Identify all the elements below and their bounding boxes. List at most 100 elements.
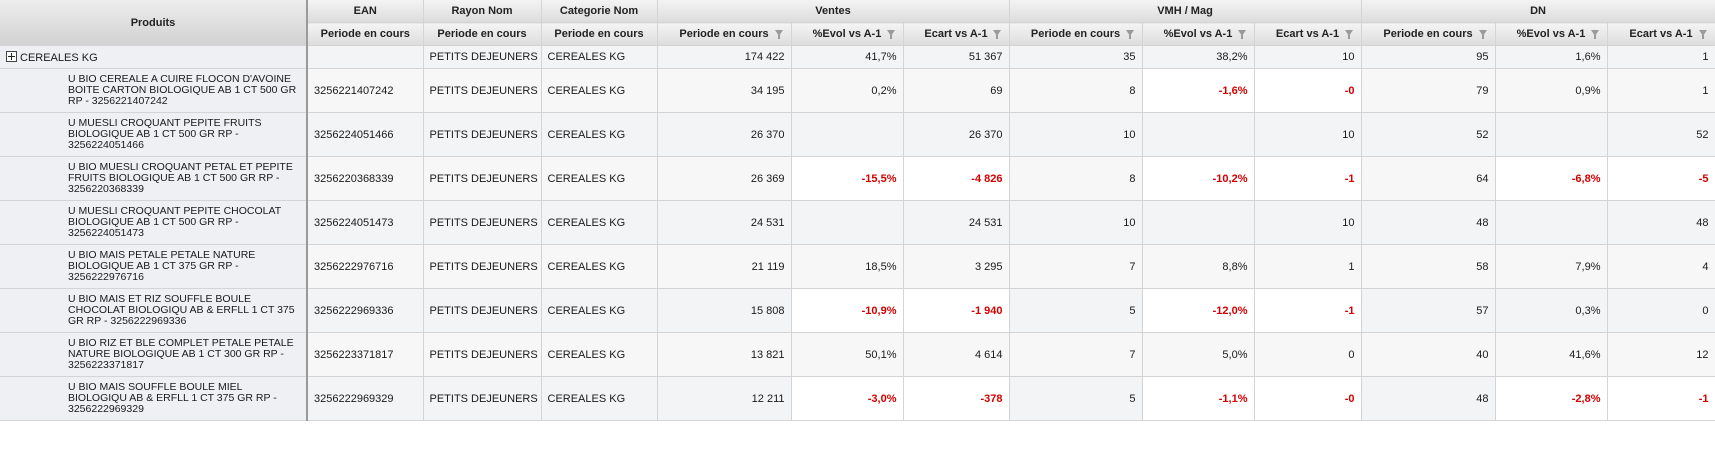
product-cell[interactable]: U BIO MAIS PETALE PETALE NATURE BIOLOGIQ… — [0, 244, 308, 289]
total-ventes-ecart-cell: 51 367 — [903, 45, 1010, 69]
ventes-evol-cell: 50,1% — [791, 332, 904, 377]
filter-icon[interactable] — [1344, 30, 1353, 39]
table-header: Produits EAN Rayon Nom Categorie Nom Ven… — [0, 0, 1715, 46]
vmh-periode-cell: 5 — [1009, 288, 1143, 333]
header-label: Periode en cours — [679, 28, 769, 40]
header-group-row: Produits EAN Rayon Nom Categorie Nom Ven… — [0, 0, 1715, 46]
vmh-ecart-cell: -0 — [1254, 68, 1362, 113]
ventes-evol-cell: -3,0% — [791, 376, 904, 421]
rayon-group-header: Rayon Nom — [423, 0, 542, 23]
total-categorie-cell: CEREALES KG — [541, 45, 658, 69]
header-label: %Evol vs A-1 — [1516, 28, 1586, 40]
vmh-ecart-cell: 0 — [1254, 332, 1362, 377]
vmh-evol-cell: -1,1% — [1142, 376, 1255, 421]
dn-periode-cell: 57 — [1361, 288, 1496, 333]
filter-icon[interactable] — [1698, 30, 1707, 39]
ventes-periode-cell: 34 195 — [657, 68, 792, 113]
rayon-cell: PETITS DEJEUNERS — [423, 288, 542, 333]
dn-evol-cell: -2,8% — [1495, 376, 1608, 421]
dn-group-header: DN — [1361, 0, 1715, 23]
dn-periode-cell: 64 — [1361, 156, 1496, 201]
categorie-cell: CEREALES KG — [541, 156, 658, 201]
rayon-cell: PETITS DEJEUNERS — [423, 332, 542, 377]
dn-evol-cell: 7,9% — [1495, 244, 1608, 289]
filter-icon[interactable] — [1125, 30, 1134, 39]
table-row: U BIO RIZ ET BLE COMPLET PETALE PETALE N… — [0, 332, 1715, 377]
filter-icon[interactable] — [774, 30, 783, 39]
vmh-periode-cell: 7 — [1009, 332, 1143, 377]
total-label-cell[interactable]: CEREALES KG — [0, 45, 308, 69]
filter-icon[interactable] — [1590, 30, 1599, 39]
ventes-periode-cell: 21 119 — [657, 244, 792, 289]
ean-cell: 3256222969336 — [307, 288, 424, 333]
vmh-ecart-cell: -1 — [1254, 288, 1362, 333]
table-body: CEREALES KG PETITS DEJEUNERS CEREALES KG… — [0, 45, 1715, 421]
dn-periode-cell: 48 — [1361, 376, 1496, 421]
ventes-ecart-cell: -1 940 — [903, 288, 1010, 333]
expand-plus-icon[interactable] — [6, 50, 17, 62]
dn-periode-cell: 52 — [1361, 112, 1496, 157]
filter-icon[interactable] — [992, 30, 1001, 39]
ventes-ecart-header[interactable]: Ecart vs A-1 — [903, 22, 1010, 46]
filter-icon[interactable] — [1237, 30, 1246, 39]
dn-periode-cell: 48 — [1361, 200, 1496, 245]
vmh-periode-cell: 7 — [1009, 244, 1143, 289]
ventes-periode-header[interactable]: Periode en cours — [657, 22, 792, 46]
ventes-evol-cell: -15,5% — [791, 156, 904, 201]
product-cell[interactable]: U MUESLI CROQUANT PEPITE FRUITS BIOLOGIQ… — [0, 112, 308, 157]
vmh-ecart-cell: -0 — [1254, 376, 1362, 421]
categorie-cell: CEREALES KG — [541, 112, 658, 157]
dn-periode-header[interactable]: Periode en cours — [1361, 22, 1496, 46]
vmh-evol-header[interactable]: %Evol vs A-1 — [1142, 22, 1255, 46]
filter-icon[interactable] — [886, 30, 895, 39]
total-dn-periode-cell: 95 — [1361, 45, 1496, 69]
vmh-periode-cell: 10 — [1009, 200, 1143, 245]
product-cell[interactable]: U BIO CEREALE A CUIRE FLOCON D'AVOINE BO… — [0, 68, 308, 113]
produits-header[interactable]: Produits — [0, 0, 308, 46]
dn-periode-cell: 40 — [1361, 332, 1496, 377]
ean-periode-header[interactable]: Periode en cours — [307, 22, 424, 46]
ean-cell: 3256221407242 — [307, 68, 424, 113]
product-cell[interactable]: U BIO MAIS SOUFFLE BOULE MIEL BIOLOGIQU … — [0, 376, 308, 421]
vmh-ecart-header[interactable]: Ecart vs A-1 — [1254, 22, 1362, 46]
categorie-cell: CEREALES KG — [541, 332, 658, 377]
categorie-cell: CEREALES KG — [541, 200, 658, 245]
header-label: Periode en cours — [1383, 28, 1473, 40]
ventes-ecart-cell: -378 — [903, 376, 1010, 421]
ventes-ecart-cell: 24 531 — [903, 200, 1010, 245]
dn-evol-cell: 0,9% — [1495, 68, 1608, 113]
ventes-periode-cell: 26 370 — [657, 112, 792, 157]
table-row: U BIO MUESLI CROQUANT PETAL ET PEPITE FR… — [0, 156, 1715, 201]
rayon-periode-header[interactable]: Periode en cours — [423, 22, 542, 46]
dn-ecart-cell: -5 — [1607, 156, 1715, 201]
dn-ecart-cell: -1 — [1607, 376, 1715, 421]
rayon-cell: PETITS DEJEUNERS — [423, 68, 542, 113]
vmh-periode-cell: 10 — [1009, 112, 1143, 157]
filter-icon[interactable] — [1478, 30, 1487, 39]
product-cell[interactable]: U BIO MUESLI CROQUANT PETAL ET PEPITE FR… — [0, 156, 308, 201]
dn-ecart-header[interactable]: Ecart vs A-1 — [1607, 22, 1715, 46]
ventes-ecart-cell: 4 614 — [903, 332, 1010, 377]
ventes-ecart-cell: 3 295 — [903, 244, 1010, 289]
categorie-cell: CEREALES KG — [541, 68, 658, 113]
ventes-evol-cell — [791, 112, 904, 157]
rayon-cell: PETITS DEJEUNERS — [423, 200, 542, 245]
categorie-group-header: Categorie Nom — [541, 0, 658, 23]
vmh-periode-header[interactable]: Periode en cours — [1009, 22, 1143, 46]
dn-ecart-cell: 0 — [1607, 288, 1715, 333]
header-measure-row: Periode en cours Periode en cours Period… — [0, 22, 1715, 46]
vmh-periode-cell: 8 — [1009, 156, 1143, 201]
total-vmh-evol-cell: 38,2% — [1142, 45, 1255, 69]
total-label: CEREALES KG — [20, 51, 98, 64]
product-cell[interactable]: U BIO RIZ ET BLE COMPLET PETALE PETALE N… — [0, 332, 308, 377]
categorie-periode-header[interactable]: Periode en cours — [541, 22, 658, 46]
table-row: U MUESLI CROQUANT PEPITE CHOCOLAT BIOLOG… — [0, 200, 1715, 245]
dn-evol-cell: 0,3% — [1495, 288, 1608, 333]
ventes-evol-header[interactable]: %Evol vs A-1 — [791, 22, 904, 46]
ventes-evol-cell — [791, 200, 904, 245]
dn-evol-header[interactable]: %Evol vs A-1 — [1495, 22, 1608, 46]
total-ventes-periode-cell: 174 422 — [657, 45, 792, 69]
total-ean-cell — [307, 45, 424, 69]
product-cell[interactable]: U BIO MAIS ET RIZ SOUFFLE BOULE CHOCOLAT… — [0, 288, 308, 333]
product-cell[interactable]: U MUESLI CROQUANT PEPITE CHOCOLAT BIOLOG… — [0, 200, 308, 245]
